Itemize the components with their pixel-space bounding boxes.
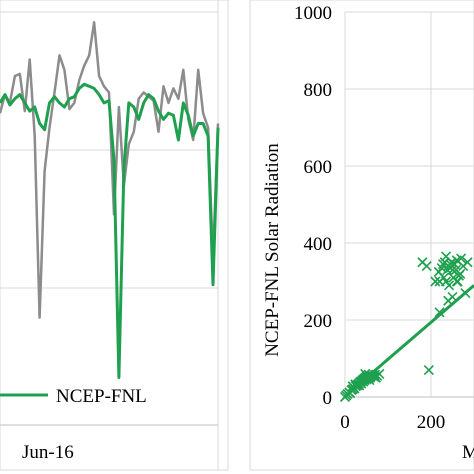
series-line-ncep-fnl [0, 82, 220, 379]
right-scatter-chart: 0 200 400 600 800 1000 0 200 NCEP-FNL Solar Ra… [249, 0, 474, 471]
scatter-point-stroke [430, 276, 441, 287]
left-x-tick-label: Jun-16 [22, 442, 74, 463]
scatter-point [455, 268, 466, 279]
right-y-tick-label: 200 [304, 311, 333, 332]
right-x-axis-label: M [462, 442, 474, 463]
scatter-point-stroke [350, 379, 361, 390]
right-x-tick-label: 0 [340, 412, 350, 433]
scatter-point [434, 307, 445, 318]
scatter-point [440, 251, 452, 262]
scatter-point-stroke [421, 261, 432, 272]
left-line-chart: NCEP-FNL Jun-16 [0, 0, 229, 471]
right-y-tick-label: 400 [304, 234, 333, 255]
scatter-point-stroke [445, 259, 456, 270]
right-y-tick-label: 600 [304, 157, 333, 178]
right-y-tick-labels: 0 200 400 600 800 1000 [294, 3, 332, 409]
right-y-tick-label: 1000 [294, 3, 332, 24]
scatter-point-stroke [455, 268, 466, 279]
scatter-point [456, 253, 467, 264]
scatter-point-stroke [440, 251, 452, 262]
scatter-point-stroke [374, 368, 385, 379]
right-x-tick-labels: 0 200 [340, 412, 445, 433]
scatter-point [423, 364, 434, 376]
left-gridlines [0, 0, 219, 470]
scatter-point-stroke [462, 257, 473, 268]
right-chart-frame [249, 0, 474, 471]
right-y-axis-label: NCEP-FNL Solar Radiation [262, 143, 283, 357]
scatter-point-stroke [360, 368, 371, 379]
scatter-point [451, 276, 462, 287]
scatter-point [462, 257, 473, 268]
right-y-tick-label: 0 [323, 388, 333, 409]
legend-label-ncep-fnl: NCEP-FNL [56, 386, 147, 407]
left-series-group [0, 21, 220, 379]
scatter-point-stroke [364, 374, 375, 386]
scatter-point-stroke [438, 272, 449, 283]
right-trendline [344, 284, 474, 398]
scatter-point [443, 280, 455, 291]
right-x-tick-label: 200 [417, 412, 446, 433]
scatter-point-stroke [456, 253, 467, 264]
series-line-observed [0, 21, 220, 319]
scatter-point [445, 259, 456, 270]
scatter-point-stroke [443, 280, 455, 291]
scatter-point-stroke [443, 295, 454, 306]
left-legend: NCEP-FNL [0, 386, 147, 407]
scatter-point [421, 261, 432, 272]
scatter-point [430, 276, 441, 287]
scatter-point-stroke [434, 307, 445, 318]
right-gridlines [344, 11, 474, 398]
scatter-point-stroke [451, 276, 462, 287]
right-y-tick-label: 800 [304, 80, 333, 101]
scatter-point-stroke [423, 364, 434, 376]
